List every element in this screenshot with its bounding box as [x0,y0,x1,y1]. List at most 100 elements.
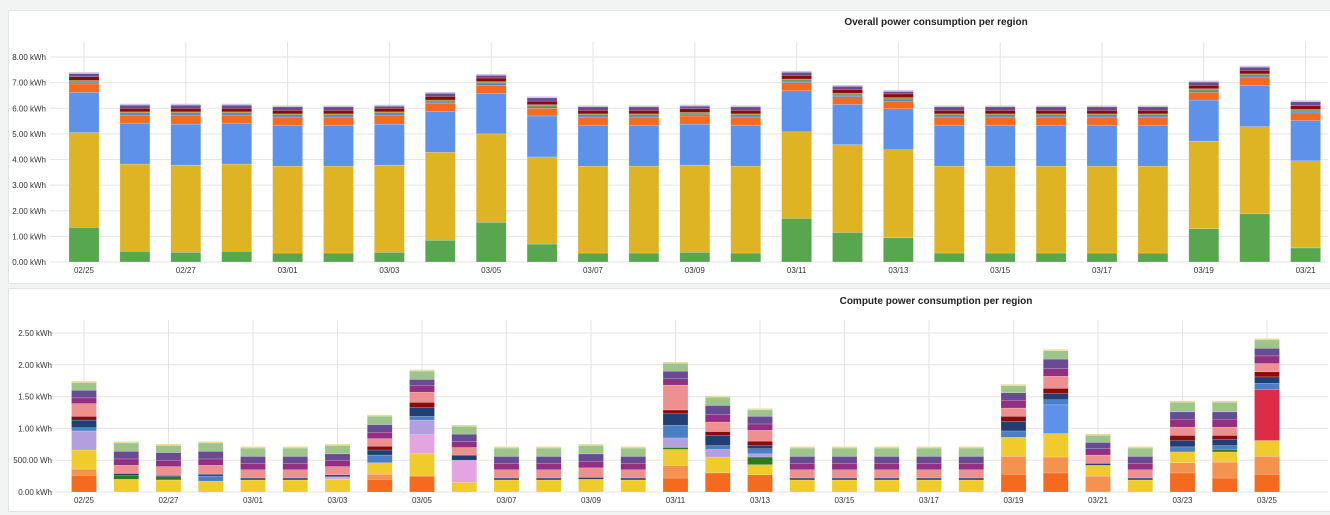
x-tick-label: 02/27 [176,266,197,275]
bar-segment [662,370,689,380]
bar-segment [679,115,711,125]
bar-segment [71,430,97,451]
bar-segment [1086,165,1118,254]
bar-segment [221,122,252,165]
bar-segment [451,459,477,483]
bar-segment [1085,465,1111,477]
bar-cap [679,104,710,107]
bar-segment [475,84,507,94]
bar-segment [323,124,354,167]
bar-03/18 [958,446,984,493]
bar-segment [374,115,405,125]
y-tick-label: 6.00 kWh [12,104,46,113]
bar-segment [451,454,477,461]
bar-segment [662,413,689,426]
x-tick-label: 03/09 [581,496,602,505]
bar-segment [198,480,224,493]
bar-segment [1043,368,1069,377]
bar-segment [409,453,435,477]
bar-segment [272,117,303,126]
bar-segment [1188,140,1220,229]
bar-segment [958,456,984,464]
bar-segment [730,124,761,167]
bar-03/16 [874,446,900,493]
bar-cap [663,362,688,364]
bar-segment [628,124,660,167]
bar-segment [747,453,773,458]
bar-segment [730,165,761,254]
bar-segment [958,479,984,493]
bar-segment [409,391,435,403]
bar-segment [409,419,435,436]
bar-segment [71,449,97,470]
bar-segment [170,123,202,166]
bar-segment [1043,456,1069,474]
bar-segment [425,103,456,112]
bar-segment [1086,117,1118,126]
bar-segment [324,466,351,476]
bar-segment [1000,437,1027,457]
bar-segment [324,476,351,480]
bar-cap [221,103,252,106]
bar-segment [119,122,151,165]
bar-segment [68,132,100,228]
bar-segment [934,110,965,115]
bar-segment [705,421,731,432]
bar-segment [628,117,660,126]
bar-segment [367,473,393,480]
bar-segment [526,97,558,102]
bar-03/19 [1188,80,1220,263]
bar-segment [577,124,609,167]
bar-segment [113,451,139,460]
bar-03/14 [934,105,965,263]
bar-segment [916,477,942,481]
bar-segment [1254,389,1280,441]
bar-03/21 [1085,433,1111,493]
bar-segment [367,424,393,433]
bar-cap [367,414,393,417]
bar-03/13 [747,408,773,493]
bar-segment [451,441,477,448]
bar-segment [1169,472,1196,493]
bar-segment [883,91,914,95]
x-tick-label: 02/25 [74,266,95,275]
bar-segment [730,110,761,115]
bar-segment [578,453,604,462]
bar-segment [155,479,182,493]
bar-segment [240,469,266,479]
bar-segment [367,449,393,456]
bar-segment [662,437,689,448]
bar-segment [1254,363,1280,373]
bar-cap [113,441,139,444]
bar-segment [662,477,689,493]
bar-segment [1086,106,1118,111]
bar-segment [1085,463,1111,466]
x-tick-label: 03/07 [496,496,517,505]
bar-segment [526,100,558,105]
bar-segment [934,252,965,263]
bar-segment [781,75,812,80]
bar-03/04 [367,414,393,493]
bar-segment [425,93,456,97]
bar-segment [934,106,965,111]
y-tick-label: 0.00 kWh [12,258,46,267]
bar-segment [272,165,303,254]
bar-segment [781,72,812,76]
bar-segment [747,430,773,442]
bar-cap [425,91,456,94]
bar-segment [425,111,456,153]
bar-segment [493,456,520,464]
bar-segment [425,152,456,241]
bar-segment [874,447,900,457]
bar-segment [155,476,182,481]
bar-segment [781,82,812,92]
bar-segment [272,110,303,115]
bar-segment [1127,447,1153,457]
bar-segment [282,479,308,493]
bar-segment [1137,165,1169,254]
bar-segment [1169,419,1196,428]
x-tick-label: 03/13 [750,496,771,505]
bar-segment [493,447,520,457]
x-tick-label: 03/01 [278,266,299,275]
